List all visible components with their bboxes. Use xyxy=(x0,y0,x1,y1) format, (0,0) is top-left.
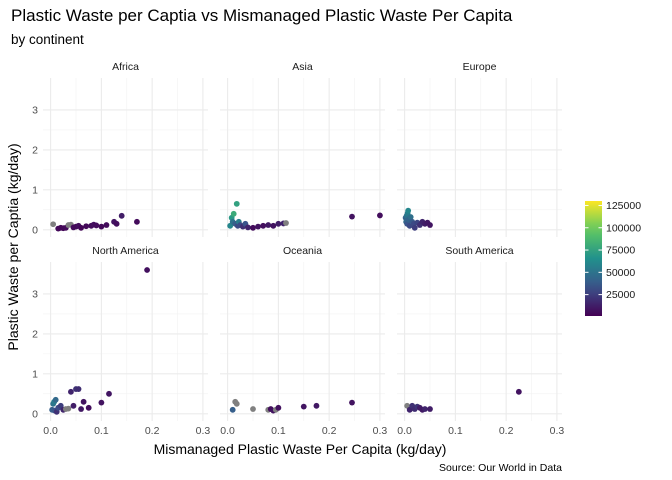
colorbar-label: 100000 xyxy=(606,222,641,234)
x-tick-label: 0.1 xyxy=(448,425,463,437)
chart-subtitle: by continent xyxy=(11,32,84,47)
scatter-point xyxy=(78,406,84,412)
facet-panel: South America 0.0 0.1 0.2 0.3 xyxy=(397,245,564,437)
scatter-point xyxy=(250,224,256,231)
scatter-point xyxy=(65,405,72,412)
scatter-point xyxy=(349,213,355,220)
y-tick-label: 3 xyxy=(32,105,38,117)
scatter-point xyxy=(283,220,289,226)
colorbar-legend: 25000 50000 75000 100000 125000 xyxy=(585,200,641,316)
scatter-point xyxy=(113,220,120,227)
facet-strip-label: Africa xyxy=(112,61,139,73)
scatter-point xyxy=(229,406,236,413)
facet-strip-label: South America xyxy=(445,245,513,257)
scatter-point xyxy=(103,222,110,228)
scatter-point xyxy=(411,224,418,231)
scatter-point xyxy=(78,224,84,231)
chart-title: Plastic Waste per Captia vs Mismanaged P… xyxy=(11,6,513,25)
scatter-point xyxy=(255,223,261,230)
scatter-point xyxy=(275,404,282,411)
y-tick-label: 0 xyxy=(32,224,38,236)
scatter-point xyxy=(260,222,267,229)
scatter-point xyxy=(70,402,77,409)
scatter-point xyxy=(422,406,428,412)
scatter-point xyxy=(300,403,307,410)
x-tick-label: 0.2 xyxy=(322,425,337,437)
y-tick-label: 0 xyxy=(32,408,38,420)
y-axis-title: Plastic Waste per Captia (kg/day) xyxy=(5,143,21,350)
scatter-point xyxy=(427,406,433,412)
x-tick-label: 0.3 xyxy=(550,425,565,437)
x-tick-label: 0.2 xyxy=(145,425,160,437)
scatter-point xyxy=(270,222,277,229)
scatter-point xyxy=(144,267,150,273)
scatter-point xyxy=(349,399,355,406)
facet-strip-label: Oceania xyxy=(283,245,322,257)
x-tick-label: 0.3 xyxy=(196,425,211,437)
scatter-point xyxy=(233,200,240,207)
scatter-point xyxy=(230,210,237,217)
y-tick-label: 2 xyxy=(32,145,38,157)
facet-strip-label: North America xyxy=(92,245,159,257)
x-tick-label: 0.0 xyxy=(43,425,58,437)
scatter-point xyxy=(118,212,125,219)
facet-strip-label: Asia xyxy=(292,61,313,73)
x-tick-label: 0.0 xyxy=(220,425,235,437)
scatter-point xyxy=(85,404,92,411)
scatter-point xyxy=(265,222,272,228)
scatter-point xyxy=(68,388,74,395)
y-tick-label: 3 xyxy=(32,289,38,301)
colorbar-label: 125000 xyxy=(606,200,641,212)
scatter-point xyxy=(427,222,433,228)
scatter-point xyxy=(377,212,383,219)
facet-strip-label: Europe xyxy=(463,61,497,73)
scatter-point xyxy=(134,218,140,225)
x-axis-title: Mismanaged Plastic Waste Per Capita (kg/… xyxy=(154,441,447,457)
scatter-point xyxy=(515,388,522,395)
x-tick-label: 0.1 xyxy=(94,425,109,437)
colorbar-label: 25000 xyxy=(606,289,635,301)
scatter-point xyxy=(106,390,112,397)
chart-caption: Source: Our World in Data xyxy=(439,462,562,474)
scatter-point xyxy=(250,406,256,412)
scatter-point xyxy=(52,396,59,403)
scatter-point xyxy=(313,402,320,409)
scatter-point xyxy=(407,214,414,220)
facet-panel: Europe xyxy=(397,61,562,237)
facet-panel: North America 0 1 2 3 0.0 0.1 0.2 0.3 xyxy=(32,245,210,437)
facet-panel: Asia xyxy=(220,61,385,237)
scatter-point xyxy=(50,221,57,228)
scatter-point xyxy=(275,220,282,227)
scatter-point xyxy=(245,224,251,231)
colorbar-gradient xyxy=(585,201,602,316)
scatter-point xyxy=(75,386,82,392)
facet-panel: Oceania 0.0 0.1 0.2 0.3 xyxy=(220,245,387,437)
facet-panel: Africa 0 1 2 3 xyxy=(32,61,208,237)
facet-panels: Africa 0 1 2 3 Asia Europe North America 0 1 2 3 0.0… xyxy=(32,61,564,437)
scatter-point xyxy=(405,207,412,214)
x-tick-label: 0.0 xyxy=(397,425,412,437)
x-tick-label: 0.3 xyxy=(373,425,388,437)
scatter-point xyxy=(93,222,100,229)
colorbar-label: 50000 xyxy=(606,267,635,279)
x-tick-label: 0.1 xyxy=(271,425,286,437)
y-tick-label: 1 xyxy=(32,368,38,380)
scatter-point xyxy=(80,398,87,405)
scatter-point xyxy=(98,223,105,230)
y-tick-label: 1 xyxy=(32,184,38,196)
scatter-point xyxy=(83,223,90,230)
colorbar-label: 75000 xyxy=(606,245,635,257)
scatter-point xyxy=(233,400,240,407)
scatter-point xyxy=(98,399,105,406)
y-tick-label: 2 xyxy=(32,329,38,341)
x-tick-label: 0.2 xyxy=(499,425,514,437)
